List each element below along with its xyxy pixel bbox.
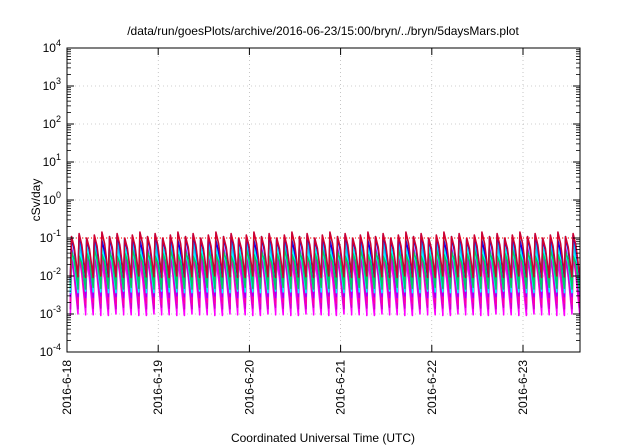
- y-tick-label: 100: [43, 190, 61, 207]
- y-tick-label: 104: [43, 38, 61, 55]
- y-tick-label: 10-1: [40, 228, 61, 245]
- x-tick-label: 2016-6-22: [425, 360, 439, 415]
- series-line: [69, 249, 581, 310]
- series-line: [69, 231, 581, 279]
- y-tick-label: 101: [43, 152, 61, 169]
- x-tick-label: 2016-6-19: [151, 360, 165, 415]
- chart-title: /data/run/goesPlots/archive/2016-06-23/1…: [127, 24, 519, 38]
- ticks: 10-4 10-3 10-2 10-1 100 101 102 103 104 2016-6-18…: [40, 38, 580, 415]
- y-tick-label: 10-2: [40, 266, 61, 283]
- x-tick-label: 2016-6-21: [334, 360, 348, 415]
- series-group: [69, 231, 581, 317]
- y-tick-label: 102: [43, 114, 61, 131]
- y-axis-label: cSv/day: [29, 179, 43, 222]
- y-tick-label: 103: [43, 76, 61, 93]
- series-line: [69, 249, 581, 290]
- x-tick-label: 2016-6-20: [242, 360, 256, 415]
- x-axis-label: Coordinated Universal Time (UTC): [231, 431, 415, 445]
- y-tick-label: 10-3: [40, 304, 61, 321]
- y-tick-label: 10-4: [40, 342, 61, 359]
- plot-frame: [66, 47, 581, 353]
- x-tick-label: 2016-6-18: [60, 360, 74, 415]
- x-tick-label: 2016-6-23: [516, 360, 530, 415]
